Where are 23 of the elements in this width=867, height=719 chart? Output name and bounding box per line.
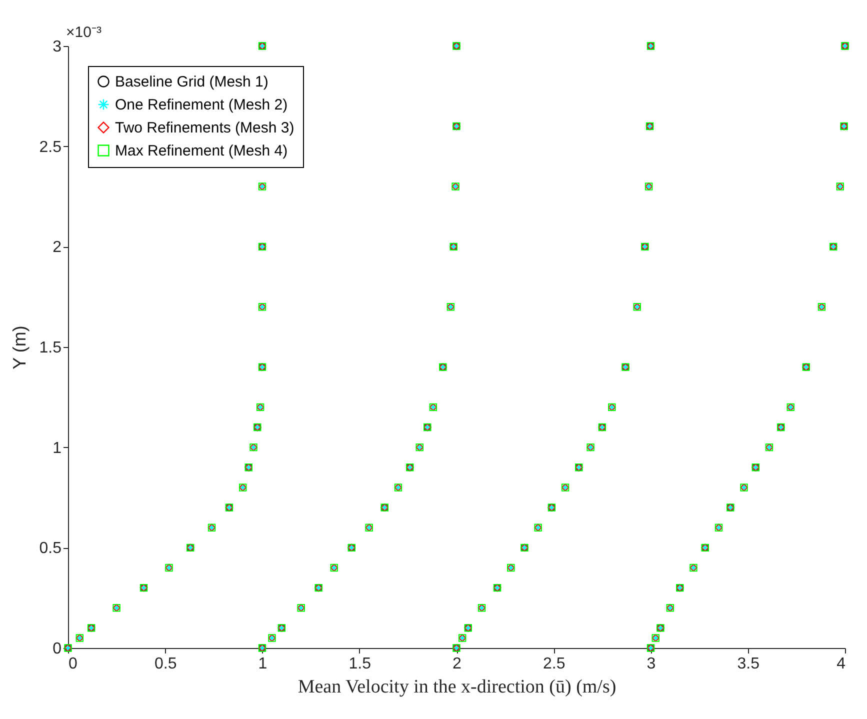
x-tick-label: 2.5 — [543, 656, 566, 672]
y-tick-label: 2.5 — [39, 138, 62, 156]
y-tick-label: 2 — [52, 239, 62, 256]
legend-label: Two Refinements (Mesh 3) — [115, 120, 294, 136]
y-tick-label: 3 — [52, 38, 62, 56]
legend-label: Baseline Grid (Mesh 1) — [115, 74, 268, 90]
x-tick-label: 3 — [646, 656, 656, 672]
x-tick-label: 1.5 — [348, 656, 372, 672]
y-tick-label: 0 — [52, 640, 62, 658]
y-axis-title: Y (m) — [9, 326, 30, 370]
y-tick-label: 1 — [52, 440, 62, 457]
x-tick-label: 0 — [68, 656, 78, 672]
x-tick-label: 2 — [452, 656, 462, 672]
x-tick-label: 4 — [836, 656, 846, 672]
legend-label: Max Refinement (Mesh 4) — [115, 142, 288, 160]
y-tick-label: 1.5 — [39, 340, 62, 356]
x-axis-title: Mean Velocity in the x-direction (ū) (m/s) — [298, 676, 616, 698]
x-tick-label: 0.5 — [154, 656, 177, 672]
y-tick-label: 0.5 — [39, 540, 62, 558]
x-tick-label: 1 — [258, 656, 268, 672]
x-tick-label: 3.5 — [737, 656, 760, 672]
legend-label: One Refinement (Mesh 2) — [115, 96, 288, 114]
text: ×10⁻³ — [66, 24, 102, 41]
